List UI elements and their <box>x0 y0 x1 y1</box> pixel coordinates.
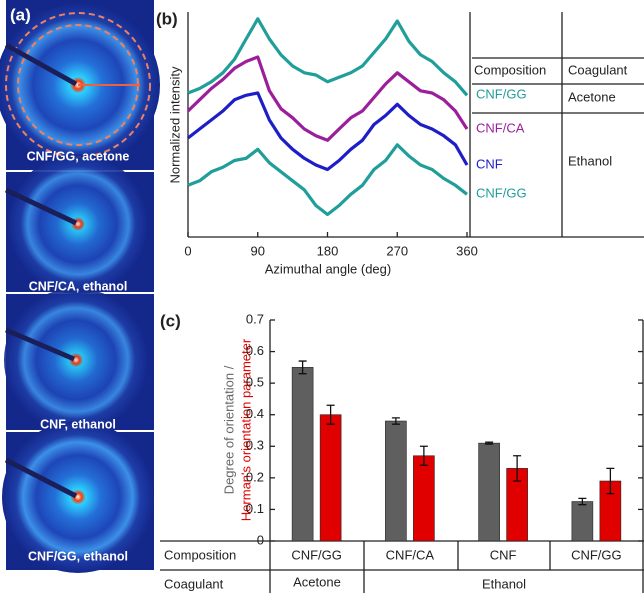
table-cell: Ethanol <box>482 576 526 591</box>
pattern <box>4 288 148 432</box>
error-bar <box>419 445 428 466</box>
series-label: CNF <box>476 156 503 171</box>
table-cell: Acetone <box>568 89 616 104</box>
table-header: Composition <box>474 62 546 77</box>
error-bar <box>298 360 307 375</box>
y-tick-label: 0 <box>257 532 264 547</box>
panel-label: (a) <box>10 5 31 24</box>
error-bar <box>391 417 400 425</box>
line-series <box>187 91 469 172</box>
category-label: CNF <box>490 547 517 562</box>
y-axis-label: Degree of orientation / <box>221 365 236 494</box>
table-row-label: Composition <box>164 547 236 562</box>
y-tick-label: 0.6 <box>246 343 264 358</box>
x-tick-label: 90 <box>251 243 265 258</box>
series-label: CNF/GG <box>476 87 527 102</box>
line-series <box>187 143 468 217</box>
pattern <box>8 154 148 294</box>
series-label: CNF/GG <box>476 186 527 201</box>
series-label: CNF/CA <box>476 120 525 135</box>
y-axis-label: Herman's orientation parameter <box>238 338 253 521</box>
y-tick-label: 0.3 <box>246 438 264 453</box>
category-label: CNF/CA <box>386 547 435 562</box>
error-bar <box>485 441 494 445</box>
error-bar <box>326 404 335 425</box>
image-label: CNF/GG, ethanol <box>28 549 128 563</box>
y-tick-label: 0.7 <box>246 311 264 326</box>
table-cell: Acetone <box>293 574 341 589</box>
image-label: CNF/CA, ethanol <box>29 279 128 293</box>
error-bar <box>578 497 587 506</box>
image-label: CNF/GG, acetone <box>27 149 130 163</box>
bar <box>319 414 342 542</box>
y-tick-label: 0.1 <box>246 501 264 516</box>
bar <box>571 501 594 542</box>
bar <box>291 367 314 542</box>
x-tick-label: 0 <box>184 243 191 258</box>
bar <box>385 420 407 542</box>
y-tick-label: 0.2 <box>246 469 264 484</box>
x-axis-label: Azimuthal angle (deg) <box>265 261 391 276</box>
bar <box>413 455 435 542</box>
x-tick-label: 270 <box>386 243 408 258</box>
x-tick-label: 360 <box>456 243 478 258</box>
beamstop <box>4 187 78 226</box>
y-axis-label: Normalized intensity <box>167 66 182 184</box>
category-label: CNF/GG <box>291 547 342 562</box>
y-tick-label: 0.5 <box>246 375 264 390</box>
line-series <box>186 55 469 142</box>
y-tick-label: 0.4 <box>246 406 264 421</box>
panel-label: (b) <box>156 9 178 28</box>
image-label: CNF, ethanol <box>40 417 116 431</box>
table-cell: Ethanol <box>568 153 612 168</box>
error-bar <box>513 455 522 482</box>
table-row-label: Coagulant <box>164 576 224 591</box>
beamstop <box>4 42 78 87</box>
diffraction-images: CNF/GG, acetone CNF/CA, ethanol CNF, eth… <box>0 0 160 573</box>
category-label: CNF/GG <box>571 547 622 562</box>
beamstop <box>5 327 75 362</box>
error-bar <box>606 467 615 495</box>
line-series <box>187 17 469 97</box>
beamstop <box>4 457 78 499</box>
pattern <box>2 421 154 573</box>
table-header: Coagulant <box>568 62 628 77</box>
x-tick-label: 180 <box>317 243 339 258</box>
bar <box>478 442 500 542</box>
panel-label: (c) <box>160 311 181 330</box>
